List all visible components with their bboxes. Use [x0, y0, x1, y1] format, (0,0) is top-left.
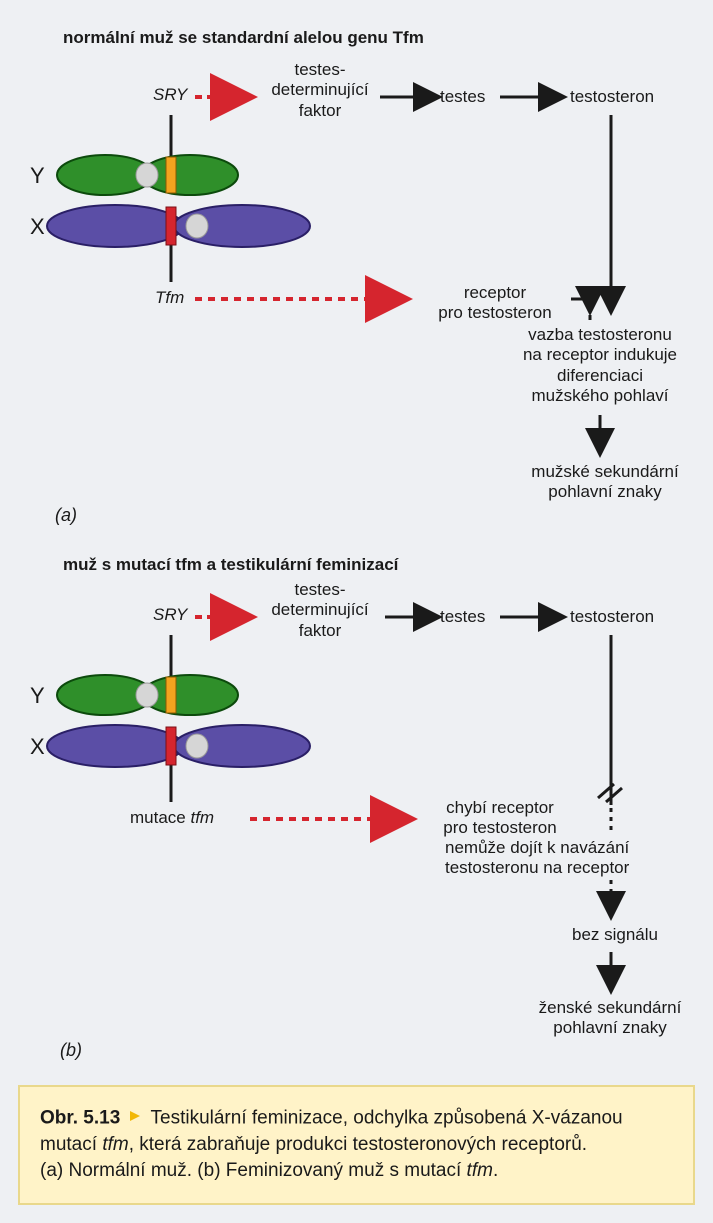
panel-b-no-receptor: chybí receptorpro testosteron [425, 798, 575, 839]
caption-label: Obr. 5.13 [40, 1107, 120, 1128]
panel-b-x-label: X [30, 734, 45, 760]
panel-a-tfm-label: Tfm [155, 288, 184, 308]
panel-b-testes-label: testes [440, 607, 485, 627]
figure-caption: Obr. 5.13 Testikulární feminizace, odchy… [18, 1085, 695, 1205]
panel-a-sry-label: SRY [153, 85, 187, 105]
panel-b-mutace-text: mutace tfm [130, 808, 214, 827]
panel-a-y-label: Y [30, 163, 45, 189]
panel-a-receptor-label: receptorpro testosteron [420, 283, 570, 324]
panel-b-tdf-label: testes-determinujícífaktor [255, 580, 385, 641]
panel-b-sry-label: SRY [153, 605, 187, 625]
panel-a-bind-text: vazba testosteronuna receptor indukujedi… [505, 325, 695, 407]
caption-period: . [493, 1160, 498, 1181]
panel-b-no-bind: nemůže dojít k navázánítestosteronu na r… [445, 838, 685, 879]
panel-b-testosteron-label: testosteron [570, 607, 654, 627]
figure-page: normální muž se standardní alelou genu T… [0, 0, 713, 1223]
panel-a-tag: (a) [55, 505, 77, 526]
panel-b-y-label: Y [30, 683, 45, 709]
panel-a-tdf-label: testes-determinujícífaktor [255, 60, 385, 121]
panel-a-testosteron-label: testosteron [570, 87, 654, 107]
caption-bullet-icon [128, 1105, 142, 1132]
panel-b-no-signal: bez signálu [560, 925, 670, 945]
panel-a-x-label: X [30, 214, 45, 240]
panel-b-result: ženské sekundárnípohlavní znaky [525, 998, 695, 1039]
panel-a-result: mužské sekundárnípohlavní znaky [520, 462, 690, 503]
caption-tfm-2: tfm [467, 1160, 493, 1181]
panel-a-testes-label: testes [440, 87, 485, 107]
caption-line-a: (a) Normální muž. (b) Feminizovaný muž s… [40, 1160, 467, 1181]
panel-b-mutace-label: mutace tfm [130, 808, 214, 828]
panel-b-tag: (b) [60, 1040, 82, 1061]
caption-tfm-1: tfm [102, 1134, 128, 1155]
caption-main-2: , která zabraňuje produkci testosteronov… [129, 1134, 587, 1155]
